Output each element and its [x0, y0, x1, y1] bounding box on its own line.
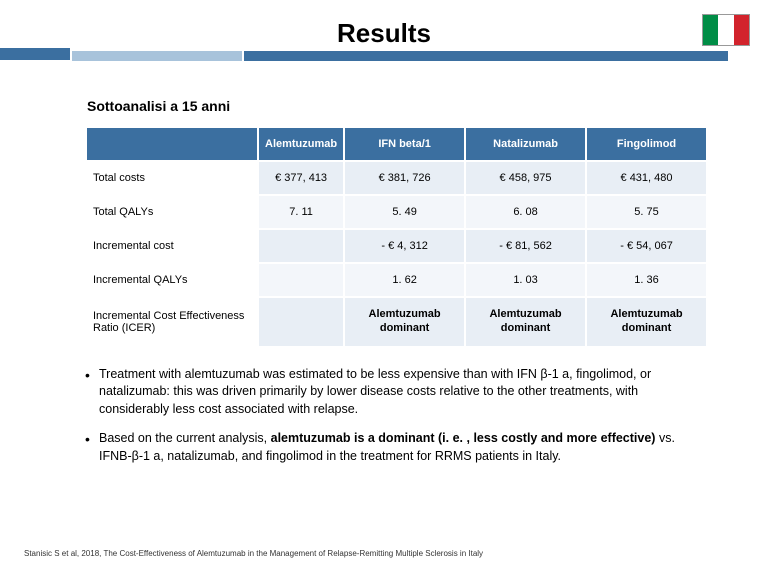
bullet-text: Treatment with alemtuzumab was estimated…: [99, 367, 651, 416]
cell: - € 4, 312: [345, 230, 464, 262]
header-blank: [87, 128, 257, 160]
col-header: Natalizumab: [466, 128, 585, 160]
table-row: Total QALYs 7. 11 5. 49 6. 08 5. 75: [87, 196, 706, 228]
cell: € 381, 726: [345, 162, 464, 194]
slide-header: Results: [0, 0, 768, 60]
cell: € 458, 975: [466, 162, 585, 194]
cell: [259, 230, 343, 262]
row-label: Total QALYs: [87, 196, 257, 228]
cell: € 431, 480: [587, 162, 706, 194]
row-label: Incremental cost: [87, 230, 257, 262]
table-row: Total costs € 377, 413 € 381, 726 € 458,…: [87, 162, 706, 194]
cell: 1. 36: [587, 264, 706, 296]
col-header: IFN beta/1: [345, 128, 464, 160]
col-header: Fingolimod: [587, 128, 706, 160]
cell: 1. 03: [466, 264, 585, 296]
cell: 1. 62: [345, 264, 464, 296]
table-row: Incremental cost - € 4, 312 - € 81, 562 …: [87, 230, 706, 262]
cell: 6. 08: [466, 196, 585, 228]
cell: 5. 75: [587, 196, 706, 228]
header-accent-bars: [0, 48, 768, 64]
cell: € 377, 413: [259, 162, 343, 194]
table-row: Incremental Cost Effectiveness Ratio (IC…: [87, 298, 706, 346]
results-table: Alemtuzumab IFN beta/1 Natalizumab Fingo…: [85, 126, 708, 348]
page-title: Results: [0, 18, 768, 49]
bullet-item: Treatment with alemtuzumab was estimated…: [85, 366, 694, 419]
bullet-text-pre: Based on the current analysis,: [99, 431, 271, 445]
col-header: Alemtuzumab: [259, 128, 343, 160]
cell: - € 54, 067: [587, 230, 706, 262]
table-row: Incremental QALYs 1. 62 1. 03 1. 36: [87, 264, 706, 296]
row-label: Incremental QALYs: [87, 264, 257, 296]
bullet-list: Treatment with alemtuzumab was estimated…: [85, 366, 694, 466]
cell: [259, 298, 343, 346]
cell: Alemtuzumab dominant: [345, 298, 464, 346]
cell: Alemtuzumab dominant: [587, 298, 706, 346]
cell: Alemtuzumab dominant: [466, 298, 585, 346]
cell: [259, 264, 343, 296]
row-label: Incremental Cost Effectiveness Ratio (IC…: [87, 298, 257, 346]
table-header-row: Alemtuzumab IFN beta/1 Natalizumab Fingo…: [87, 128, 706, 160]
bullet-text-bold: alemtuzumab is a dominant (i. e. , less …: [271, 431, 656, 445]
italy-flag-icon: [702, 14, 750, 46]
cell: 7. 11: [259, 196, 343, 228]
cell: 5. 49: [345, 196, 464, 228]
citation-text: Stanisic S et al, 2018, The Cost-Effecti…: [24, 549, 483, 558]
row-label: Total costs: [87, 162, 257, 194]
cell: - € 81, 562: [466, 230, 585, 262]
bullet-item: Based on the current analysis, alemtuzum…: [85, 430, 694, 465]
subanalysis-title: Sottoanalisi a 15 anni: [87, 98, 708, 114]
